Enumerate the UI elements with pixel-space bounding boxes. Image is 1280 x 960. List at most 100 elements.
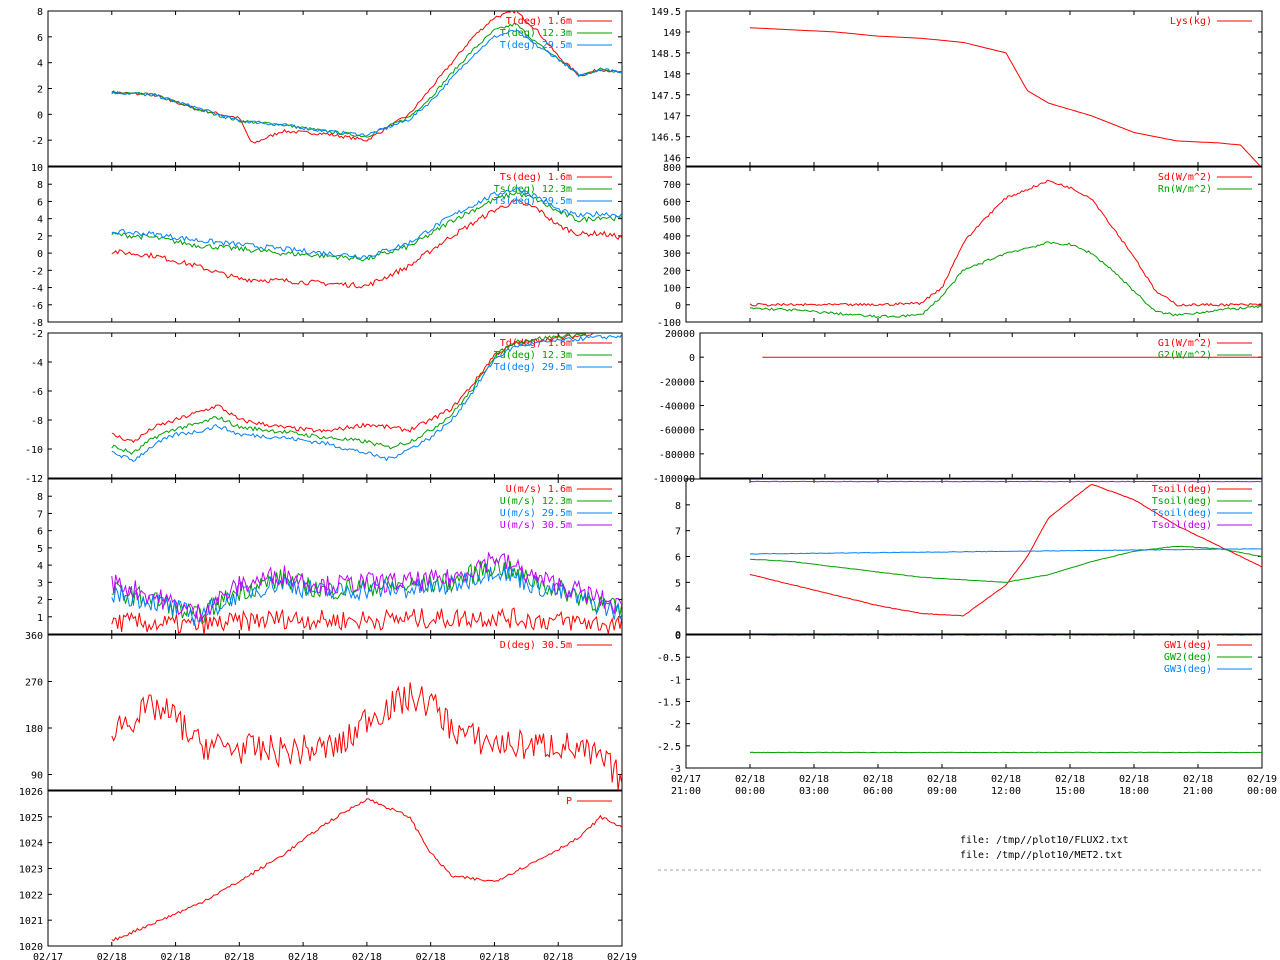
y-tick-label: -6 (31, 301, 43, 312)
legend-label: G2(W/m^2) (1158, 350, 1212, 361)
panel-rad: -100 0 100 200 300 400 500 600 700 800 Sd(W/m^2)Rn… (657, 163, 1263, 329)
y-tick-label: 4 (37, 561, 43, 572)
series-line (749, 548, 1262, 555)
y-tick-label: -2 (669, 720, 681, 731)
series-line (111, 29, 622, 137)
legend-label: Lys(kg) (1170, 16, 1212, 27)
legend-label: U(m/s) 30.5m (500, 520, 572, 531)
y-tick-label: 1 (37, 613, 43, 624)
legend-label: Td(deg) 29.5m (494, 362, 572, 373)
series-line (749, 241, 1262, 319)
y-tick-label: 146.5 (651, 133, 681, 144)
panel-p: 1020102110221023102410251026P02/1721:000… (19, 787, 637, 960)
x-tick-label: 15:00 (1055, 786, 1085, 797)
y-tick-label: 146 (663, 154, 681, 165)
y-tick-label: -2.5 (657, 742, 681, 753)
y-tick-label: -2 (31, 329, 43, 340)
y-tick-label: 1023 (19, 865, 43, 876)
y-tick-label: -60000 (659, 426, 695, 437)
series-line (749, 179, 1262, 307)
x-tick-label: 02/18 (1183, 774, 1213, 785)
y-tick-label: 4 (37, 59, 43, 70)
legend-label: T(deg) 1.6m (506, 16, 572, 27)
panel-frame (47, 478, 623, 635)
legend-label: U(m/s) 1.6m (506, 484, 572, 495)
series-line (749, 27, 1261, 166)
y-tick-label: 180 (25, 724, 43, 735)
y-tick-label: 360 (25, 631, 43, 642)
panel-lys: 146 146.5 147 147.5 148 148.5 149 149.5 Lys(kg) (651, 7, 1263, 167)
x-tick-label: 02/17 (671, 774, 701, 785)
y-tick-label: 1025 (19, 813, 43, 824)
series-line (111, 798, 622, 942)
x-tick-label: 00:00 (735, 786, 765, 797)
y-tick-label: -20000 (659, 377, 695, 388)
y-tick-label: 149 (663, 28, 681, 39)
panel-frame (685, 10, 1263, 167)
legend-label: GW1(deg) (1164, 640, 1212, 651)
legend-label: Td(deg) 12.3m (494, 350, 572, 361)
x-tick-label: 06:00 (863, 786, 893, 797)
x-tick-label: 18:00 (1119, 786, 1149, 797)
legend-label: Tsoil(deg) (1152, 496, 1212, 507)
legend-label: Ts(deg) 12.3m (494, 184, 572, 195)
legend-label: Ts(deg) 1.6m (500, 172, 572, 183)
x-tick-label: 02/19 (607, 952, 637, 960)
y-tick-label: -0.5 (657, 653, 681, 664)
x-tick-label: 02/18 (1055, 774, 1085, 785)
y-tick-label: 10 (31, 163, 43, 174)
y-tick-label: 20000 (665, 329, 695, 340)
legend-label: GW3(deg) (1164, 664, 1212, 675)
y-tick-label: -2 (31, 136, 43, 147)
legend-label: Rn(W/m^2) (1158, 184, 1212, 195)
series-line (111, 607, 622, 634)
y-tick-label: 147.5 (651, 91, 681, 102)
panel-frame (47, 634, 623, 791)
y-tick-label: 4 (37, 215, 43, 226)
legend-label: T(deg) 29.5m (500, 40, 572, 51)
y-tick-label: 0 (37, 110, 43, 121)
y-tick-label: 0 (675, 631, 681, 642)
y-tick-label: 5 (675, 578, 681, 589)
y-tick-label: 6 (37, 527, 43, 538)
x-tick-label: 02/18 (352, 952, 382, 960)
y-tick-label: 270 (25, 678, 43, 689)
y-tick-label: 600 (663, 197, 681, 208)
y-tick-label: 4 (675, 604, 681, 615)
x-tick-label: 02/18 (416, 952, 446, 960)
y-tick-label: 0 (675, 301, 681, 312)
y-tick-label: 90 (31, 771, 43, 782)
panel-gw: -3 -2.5 -2 -1.5 -1 -0.5 0 GW1(deg)GW2(deg)GW3(d… (657, 631, 1277, 797)
y-tick-label: -10 (25, 445, 43, 456)
x-tick-label: 21:00 (1183, 786, 1213, 797)
x-tick-label: 02/18 (863, 774, 893, 785)
series-line (111, 199, 622, 289)
series-line (111, 333, 622, 463)
legend-label: Td(deg) 1.6m (500, 338, 572, 349)
x-tick-label: 00:00 (1247, 786, 1277, 797)
legend-label: GW2(deg) (1164, 652, 1212, 663)
y-tick-label: -4 (31, 358, 43, 369)
legend-label: Ts(deg) 29.5m (494, 196, 572, 207)
y-tick-label: -4 (31, 284, 43, 295)
x-tick-label: 12:00 (991, 786, 1021, 797)
y-tick-label: -80000 (659, 450, 695, 461)
series-line (111, 682, 622, 790)
y-tick-label: 8 (37, 7, 43, 18)
legend-label: Sd(W/m^2) (1158, 172, 1212, 183)
series-line (111, 187, 622, 260)
y-tick-label: 2 (37, 85, 43, 96)
x-tick-label: 02/18 (161, 952, 191, 960)
legend-label: D(deg) 30.5m (500, 640, 572, 651)
panel-frame (685, 166, 1263, 323)
y-tick-label: 1026 (19, 787, 43, 798)
x-tick-label: 02/17 (33, 952, 63, 960)
legend-label: Tsoil(deg) (1152, 484, 1212, 495)
x-tick-label: 02/18 (543, 952, 573, 960)
y-tick-label: 148.5 (651, 49, 681, 60)
y-tick-label: 500 (663, 215, 681, 226)
panel-t: -2 0 2 4 6 8 T(deg) 1.6mT(deg) 12.3mT(deg) 29.… (31, 7, 623, 167)
